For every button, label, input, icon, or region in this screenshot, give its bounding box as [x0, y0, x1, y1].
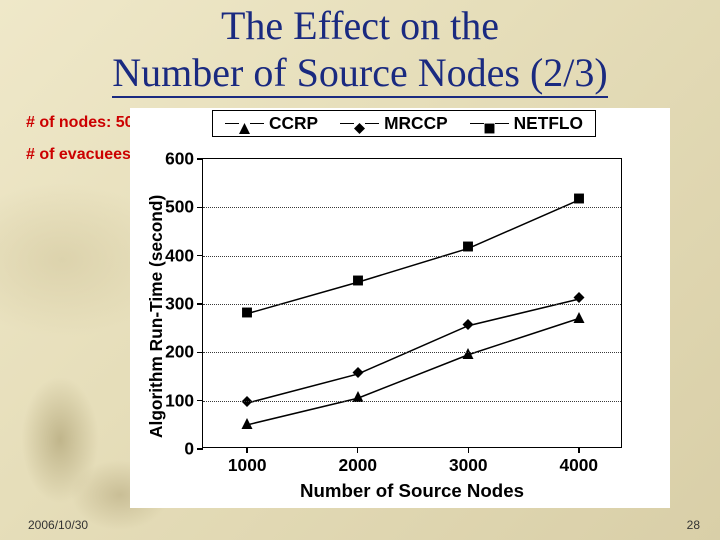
legend-marker-ccrp: [225, 118, 264, 129]
series-line-mrccp: [247, 299, 579, 403]
legend-label-netflo: NETFLO: [514, 113, 583, 134]
data-point-mrccp: [573, 290, 584, 308]
series-line-netflo: [247, 200, 579, 314]
slide-title: The Effect on the Number of Source Nodes…: [112, 2, 607, 98]
xtick-label: 3000: [449, 455, 488, 476]
legend-item-ccrp: CCRP: [225, 113, 318, 134]
ytick-label: 100: [165, 390, 194, 411]
ytick-mark: [197, 400, 203, 402]
data-point-mrccp: [242, 394, 253, 412]
gridline: [203, 207, 621, 208]
slide-title-line1: The Effect on the: [221, 3, 499, 48]
legend-item-mrccp: MRCCP: [340, 113, 448, 134]
ytick-label: 300: [165, 294, 194, 315]
xtick-label: 2000: [338, 455, 377, 476]
ytick-mark: [197, 207, 203, 209]
gridline: [203, 304, 621, 305]
data-point-mrccp: [463, 317, 474, 335]
xtick-label: 4000: [560, 455, 599, 476]
xtick-label: 1000: [228, 455, 267, 476]
legend-label-ccrp: CCRP: [269, 113, 318, 134]
ytick-mark: [197, 255, 203, 257]
footer-page: 28: [687, 518, 700, 532]
slide-title-wrap: The Effect on the Number of Source Nodes…: [0, 2, 720, 98]
chart: CCRPMRCCPNETFLO 010020030040050060010002…: [130, 108, 670, 508]
legend-label-mrccp: MRCCP: [384, 113, 448, 134]
ytick-label: 400: [165, 245, 194, 266]
ytick-label: 600: [165, 149, 194, 170]
legend-item-netflo: NETFLO: [470, 113, 583, 134]
slide-title-line2: Number of Source Nodes (2/3): [112, 50, 607, 95]
y-axis-title: Algorithm Run-Time (second): [146, 195, 167, 438]
data-point-mrccp: [352, 365, 363, 383]
ytick-mark: [197, 352, 203, 354]
x-axis-title: Number of Source Nodes: [300, 480, 524, 502]
ytick-label: 200: [165, 342, 194, 363]
ytick-mark: [197, 158, 203, 160]
gridline: [203, 256, 621, 257]
series-line-ccrp: [247, 319, 579, 425]
xtick-mark: [246, 447, 248, 453]
data-point-netflo: [242, 305, 253, 323]
gridline: [203, 352, 621, 353]
legend: CCRP MRCCP NETFLO: [212, 110, 596, 137]
data-point-ccrp: [463, 346, 474, 364]
legend-marker-mrccp: [340, 118, 379, 129]
footer-date: 2006/10/30: [28, 518, 88, 532]
data-point-ccrp: [352, 389, 363, 407]
plot-area: 01002003004005006001000200030004000: [202, 158, 622, 448]
data-point-ccrp: [242, 416, 253, 434]
xtick-mark: [357, 447, 359, 453]
ytick-label: 500: [165, 197, 194, 218]
xtick-mark: [578, 447, 580, 453]
series-markers: [203, 159, 621, 447]
xtick-mark: [468, 447, 470, 453]
data-point-ccrp: [573, 310, 584, 328]
data-point-netflo: [352, 273, 363, 291]
ytick-label: 0: [184, 439, 194, 460]
gridline: [203, 401, 621, 402]
ytick-mark: [197, 303, 203, 305]
legend-marker-netflo: [470, 118, 509, 129]
ytick-mark: [197, 448, 203, 450]
